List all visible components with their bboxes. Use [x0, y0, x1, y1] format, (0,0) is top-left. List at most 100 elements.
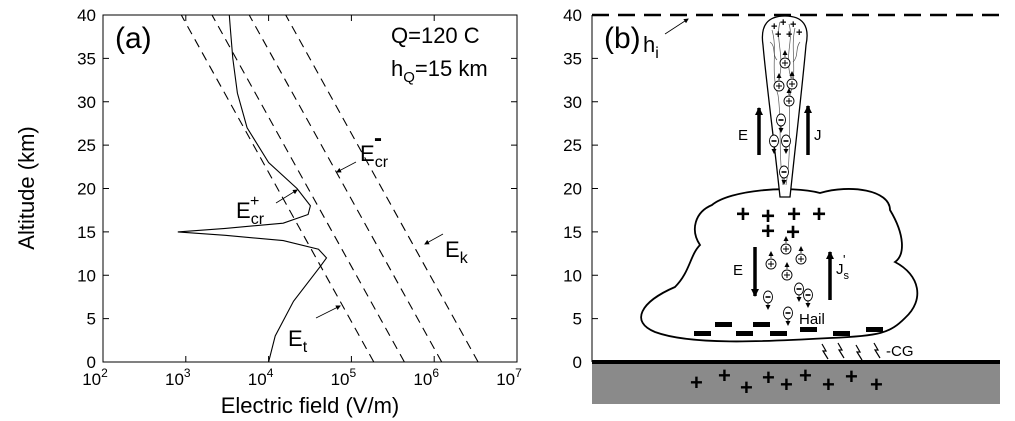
y-tick-label: 10	[77, 266, 96, 285]
curve-e-total	[177, 15, 328, 362]
svg-text:+: +	[740, 375, 753, 400]
label-ecr-minus: Ecr-	[360, 125, 389, 171]
svg-text:+: +	[790, 19, 796, 31]
negative-ion-icon	[781, 134, 791, 154]
label-cg: -CG	[886, 343, 914, 360]
thundercloud	[640, 188, 919, 343]
label-ecr-plus: Ecr+	[236, 193, 265, 228]
cloud-ions	[763, 236, 813, 326]
y-tick-label: 15	[77, 223, 96, 242]
y-tick-label: 25	[77, 136, 96, 155]
jet-ions	[769, 50, 798, 185]
svg-text:+: +	[775, 29, 781, 41]
positive-ion-icon	[773, 73, 785, 92]
positive-ion-icon	[786, 71, 798, 90]
negative-ion-icon	[763, 290, 773, 310]
positive-ion-icon	[795, 246, 807, 265]
negative-ion-icon	[783, 306, 793, 326]
positive-ion-icon	[780, 236, 792, 255]
ground	[592, 364, 1000, 404]
blue-jet	[761, 15, 808, 198]
panel-a: 102 103 104 105 106 107 0 5 10 15 20 25 30 35 40 (a) Q…	[14, 6, 522, 418]
x-tick-label: 107	[496, 366, 522, 389]
svg-text:+: +	[690, 370, 703, 395]
b-y-tick-label: 35	[563, 49, 582, 68]
b-y-tick-label: 20	[563, 180, 582, 199]
label-ek: Ek	[445, 237, 469, 267]
cg-lightning	[821, 342, 881, 361]
svg-text:+: +	[845, 364, 858, 389]
arrow-et	[315, 305, 341, 319]
label-hi: hi	[643, 32, 659, 62]
positive-ion-icon	[781, 262, 793, 281]
b-y-tick-label: 5	[573, 310, 582, 329]
label-et: Et	[288, 326, 308, 356]
b-y-tick-label: 30	[563, 93, 582, 112]
svg-text:+: +	[761, 203, 775, 230]
arrow-hi	[664, 18, 689, 35]
y-tick-label: 30	[77, 93, 96, 112]
y-tick-label: 35	[77, 49, 96, 68]
svg-text:+: +	[870, 372, 883, 397]
svg-text:+: +	[822, 372, 835, 397]
positive-ion-icon	[765, 251, 777, 270]
panel-b-ticks: 0 5 10 15 20 25 30 35 40	[563, 6, 598, 372]
panel-b-label: (b)	[604, 22, 641, 55]
svg-text:+: +	[762, 365, 775, 390]
svg-text:+: +	[718, 363, 731, 388]
annotation-hq: hQ=15 km	[391, 56, 488, 86]
negative-ion-icon	[769, 134, 779, 154]
curve-et	[180, 15, 375, 362]
curve-ecr-plus	[211, 15, 405, 362]
panel-a-curves	[177, 15, 479, 362]
b-y-tick-label: 10	[563, 266, 582, 285]
x-tick-label: 102	[82, 366, 108, 389]
svg-text:+: +	[812, 201, 826, 228]
x-tick-label: 104	[248, 366, 274, 389]
panel-a-xlabel: Electric field (V/m)	[221, 393, 399, 418]
arrow-ek	[424, 233, 444, 245]
annotation-q: Q=120 C	[391, 23, 480, 48]
label-e-cloud: E	[733, 262, 743, 279]
cloud-positive-charges: + + + ++ +	[736, 201, 826, 246]
label-e-jet: E	[738, 127, 748, 144]
y-tick-label: 5	[87, 310, 96, 329]
svg-text:+: +	[736, 201, 750, 228]
panel-a-ticks: 102 103 104 105 106 107 0 5 10 15 20 25 30 35 40	[77, 6, 522, 389]
svg-text:+: +	[799, 363, 812, 388]
svg-text:+: +	[780, 17, 786, 29]
curve-ecr-minus	[248, 15, 443, 362]
svg-text:+: +	[786, 29, 792, 41]
label-j-jet: J	[814, 127, 822, 144]
arrow-ecr-plus	[275, 189, 298, 204]
b-y-tick-label: 15	[563, 223, 582, 242]
label-hail: Hail	[799, 311, 825, 328]
arrow-ecr-minus	[336, 161, 357, 173]
x-tick-label: 105	[331, 366, 357, 389]
svg-text:+: +	[787, 201, 801, 228]
y-tick-label: 40	[77, 6, 96, 25]
negative-ion-icon	[776, 113, 786, 133]
y-tick-label: 20	[77, 180, 96, 199]
x-tick-label: 106	[413, 366, 439, 389]
negative-ion-icon	[794, 282, 804, 302]
x-tick-label: 103	[165, 366, 191, 389]
svg-text:+: +	[771, 21, 777, 33]
svg-text:+: +	[780, 372, 793, 397]
curve-ek	[285, 15, 479, 362]
jet-filaments	[769, 21, 801, 186]
negative-ion-icon	[779, 165, 789, 185]
cloud-negative-charges	[694, 322, 883, 336]
b-y-tick-label: 25	[563, 136, 582, 155]
svg-text:+: +	[761, 218, 775, 245]
jet-top-charges: + + + + + +	[771, 17, 802, 41]
panel-a-label: (a)	[115, 22, 152, 55]
ground-charges: + + + + + + + + +	[690, 363, 883, 400]
panel-a-ylabel: Altitude (km)	[14, 126, 39, 249]
y-tick-label: 0	[87, 353, 96, 372]
svg-text:+: +	[786, 219, 800, 246]
b-y-tick-label: 0	[573, 353, 582, 372]
negative-ion-icon	[803, 288, 813, 308]
